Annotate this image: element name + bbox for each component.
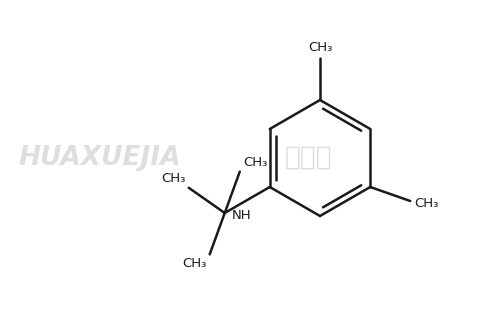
- Text: CH₃: CH₃: [243, 156, 267, 169]
- Text: 科学加: 科学加: [285, 145, 333, 171]
- Text: HUAXUEJIA: HUAXUEJIA: [18, 145, 181, 171]
- Text: CH₃: CH₃: [414, 197, 439, 210]
- Text: CH₃: CH₃: [308, 41, 332, 54]
- Text: NH: NH: [232, 209, 252, 222]
- Text: CH₃: CH₃: [183, 257, 207, 270]
- Text: CH₃: CH₃: [162, 172, 186, 185]
